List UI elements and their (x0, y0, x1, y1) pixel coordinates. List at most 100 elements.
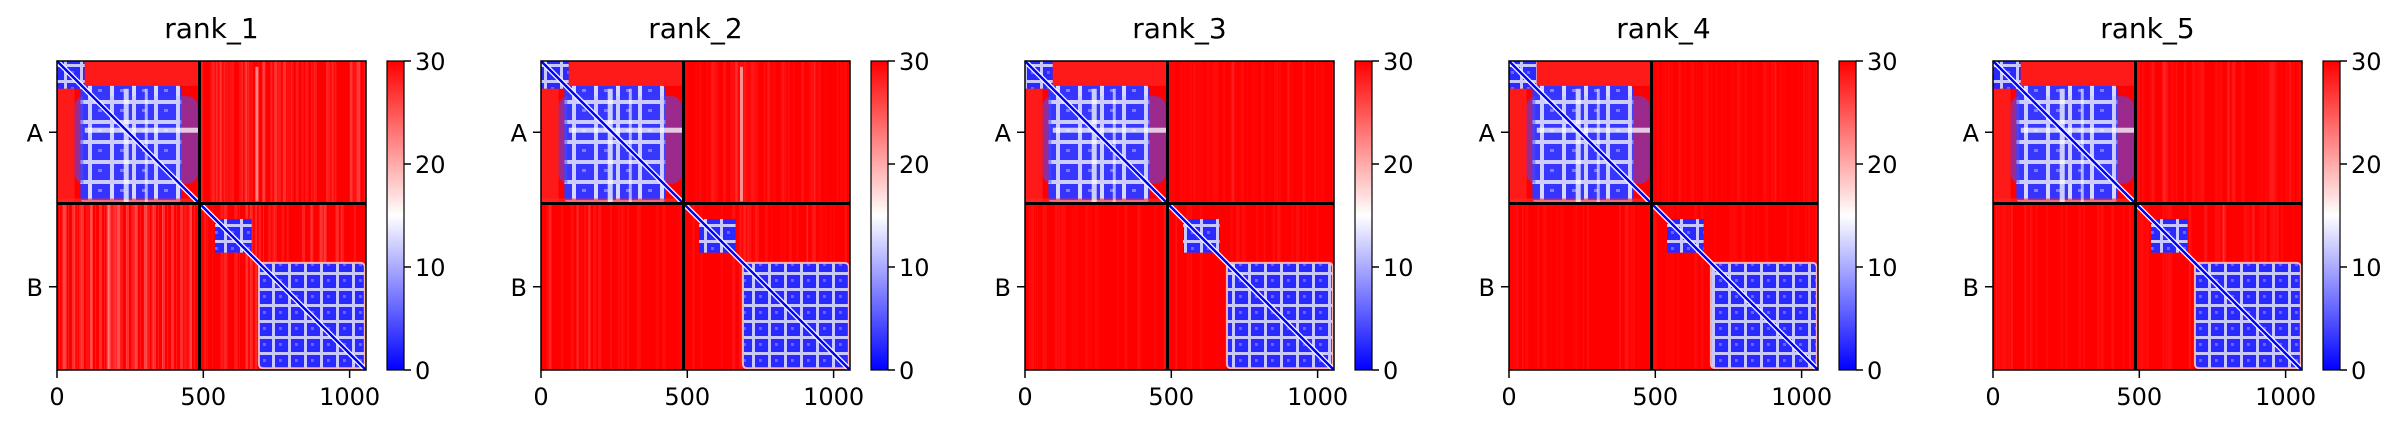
offdiag-streak (1779, 61, 1780, 204)
offdiag-streak (809, 61, 812, 204)
heatmap (541, 61, 850, 370)
offdiag-streak (1690, 61, 1692, 204)
offdiag-streak (2189, 204, 2191, 370)
offdiag-streak (216, 61, 219, 204)
pae-panel-5: rank_5 0 500 1000 A B 0 10 20 30 (1963, 12, 2382, 411)
offdiag-streak (1510, 204, 1513, 370)
offdiag-streak (1180, 61, 1183, 204)
chain-a-divider (1112, 88, 1116, 204)
offdiag-streak (1766, 61, 1767, 204)
offdiag-streak (248, 61, 250, 204)
colorbar (386, 60, 405, 371)
pae-panel-1: rank_1 0 500 1000 A B 0 10 20 30 (27, 12, 446, 411)
offdiag-streak (561, 203, 563, 370)
offdiag-streak (203, 203, 207, 370)
offdiag-streak (262, 61, 266, 204)
chain-label: A (1479, 119, 1496, 147)
chain-label: B (995, 274, 1011, 302)
offdiag-streak (1234, 61, 1235, 204)
colorbar-tick-label: 20 (899, 151, 930, 179)
offdiag-streak (1725, 61, 1726, 204)
offdiag-streak (2184, 61, 2187, 204)
offdiag-streak (2216, 61, 2218, 204)
offdiag-streak (1035, 204, 1036, 370)
offdiag-streak (284, 61, 287, 204)
x-tick-label: 500 (1148, 383, 1194, 411)
offdiag-streak (241, 61, 244, 204)
x-tick-label: 0 (49, 383, 64, 411)
offdiag-streak (1587, 204, 1589, 370)
offdiag-streak (589, 203, 591, 370)
x-tick-label: 1000 (1287, 383, 1348, 411)
offdiag-streak (2035, 203, 2038, 370)
offdiag-streak (1176, 203, 1178, 370)
heatmap (57, 61, 366, 370)
panel-title: rank_1 (164, 12, 258, 45)
offdiag-streak (334, 61, 337, 204)
offdiag-streak (2029, 203, 2032, 370)
offdiag-streak (1190, 61, 1191, 204)
offdiag-streak (2169, 203, 2173, 370)
offdiag-streak (1703, 61, 1705, 204)
offdiag-streak (698, 61, 701, 204)
offdiag-streak (227, 61, 231, 204)
diagonal (1993, 61, 2302, 370)
offdiag-streak (2011, 203, 2013, 370)
panel-title: rank_5 (2100, 12, 2194, 45)
offdiag-streak (1240, 61, 1244, 204)
colorbar-tick-label: 10 (1867, 254, 1898, 282)
pae-panel-2: rank_2 0 500 1000 A B 0 10 20 30 (511, 12, 930, 411)
offdiag-streak (2257, 61, 2260, 204)
offdiag-streak (1685, 61, 1687, 204)
chain-a-gap (1025, 88, 1043, 204)
offdiag-streak (2172, 61, 2175, 204)
offdiag-streak (803, 61, 804, 204)
offdiag-streak (274, 61, 278, 204)
offdiag-streak (1683, 61, 1684, 204)
chain-label: B (511, 274, 527, 302)
offdiag-streak (1639, 204, 1640, 370)
offdiag-streak (2100, 203, 2104, 370)
offdiag-streak (715, 61, 717, 204)
offdiag-streak (2299, 61, 2301, 204)
offdiag-streak (1071, 204, 1072, 370)
offdiag-streak (1662, 61, 1664, 204)
offdiag-streak (2168, 203, 2170, 370)
offdiag-streak (332, 61, 335, 204)
colorbar-tick-label: 10 (2351, 254, 2382, 282)
offdiag-streak (358, 61, 361, 204)
offdiag-streak (692, 203, 696, 370)
panel-title: rank_3 (1132, 12, 1226, 45)
offdiag-streak (2192, 61, 2196, 204)
offdiag-streak (211, 61, 215, 204)
offdiag-streak (2188, 203, 2191, 370)
offdiag-streak (638, 203, 641, 370)
offdiag-streak (1698, 61, 1700, 204)
offdiag-streak (2111, 203, 2114, 370)
offdiag-streak (584, 203, 587, 370)
offdiag-streak (813, 61, 815, 204)
chain-a-divider (628, 88, 632, 204)
offdiag-streak (826, 61, 827, 204)
offdiag-streak (1223, 61, 1226, 204)
offdiag-streak (1042, 203, 1044, 370)
offdiag-streak (258, 61, 259, 204)
offdiag-texture (57, 203, 200, 370)
offdiag-streak (570, 203, 574, 370)
colorbar-tick-label: 0 (415, 357, 430, 385)
offdiag-streak (1314, 61, 1317, 204)
offdiag-streak (610, 203, 612, 370)
offdiag-streak (1043, 203, 1047, 370)
offdiag-streak (588, 203, 591, 370)
offdiag-streak (290, 61, 294, 204)
offdiag-streak (2281, 61, 2284, 204)
offdiag-streak (1252, 61, 1255, 204)
offdiag-streak (245, 61, 248, 204)
offdiag-streak (742, 61, 746, 204)
offdiag-streak (1299, 61, 1300, 204)
offdiag-streak (1215, 61, 1216, 204)
offdiag-streak (2272, 61, 2275, 204)
offdiag-streak (751, 61, 754, 204)
offdiag-streak (656, 204, 659, 370)
offdiag-streak (1798, 61, 1799, 204)
